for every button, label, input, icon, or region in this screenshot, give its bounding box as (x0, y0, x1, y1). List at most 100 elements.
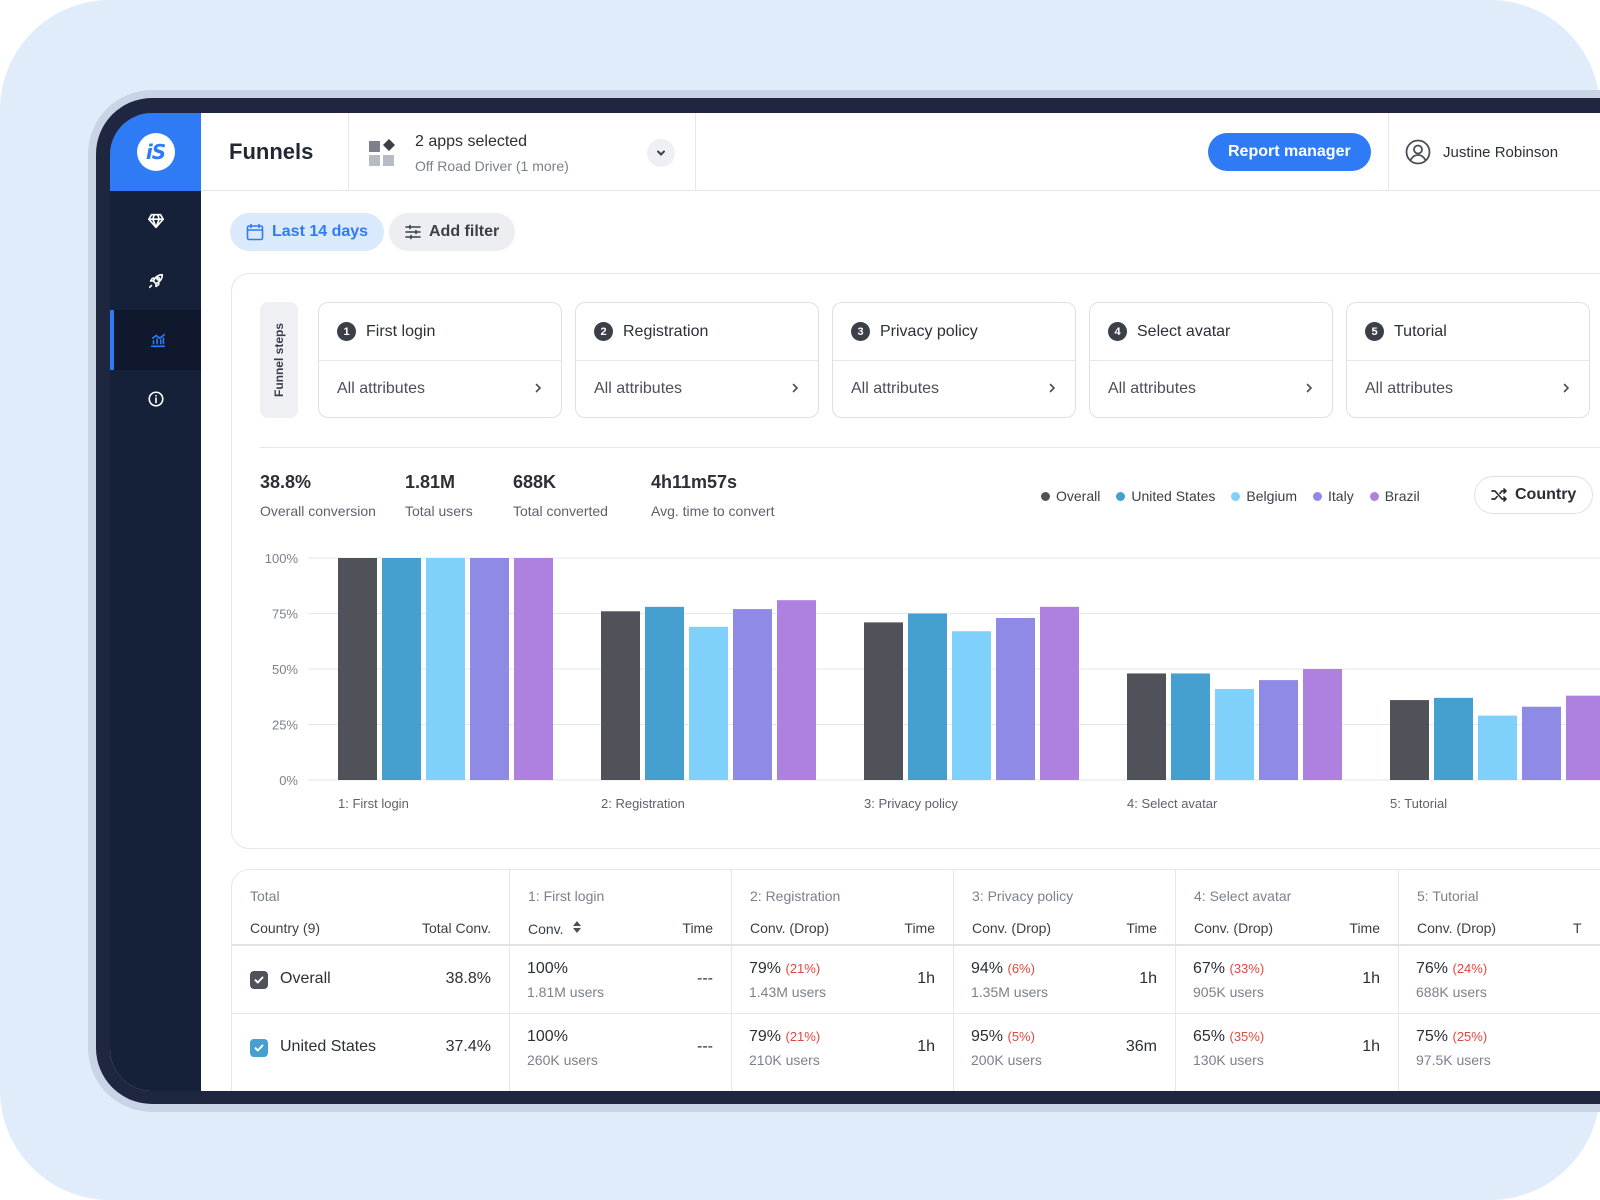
table-column-step: 1: First login Conv. Time (509, 870, 731, 1091)
step-conversion: 95% (5%) (971, 1028, 1035, 1046)
step-users: 97.5K users (1416, 1052, 1491, 1068)
bar[interactable] (1303, 669, 1342, 780)
x-tick-label: 4: Select avatar (1127, 796, 1218, 811)
bar[interactable] (601, 611, 640, 780)
step-users: 130K users (1193, 1052, 1264, 1068)
bar[interactable] (1040, 606, 1079, 780)
bar[interactable] (382, 558, 421, 780)
bar[interactable] (645, 606, 684, 780)
legend-item[interactable]: Italy (1313, 488, 1354, 504)
step-number: 3 (851, 322, 870, 341)
legend-item[interactable]: Overall (1041, 488, 1100, 504)
conv-header[interactable]: Conv. (Drop) (750, 920, 829, 936)
stat-value: 688K (513, 472, 557, 492)
bar[interactable] (1434, 697, 1473, 780)
bar[interactable] (426, 558, 465, 780)
funnel-step-card[interactable]: 1 First login All attributes (318, 302, 562, 418)
conversion-value: 100% (527, 960, 568, 977)
table-column-step: 2: Registration Conv. (Drop) Time (731, 870, 953, 1091)
bar[interactable] (908, 613, 947, 781)
conv-header[interactable]: Conv. (Drop) (1194, 920, 1273, 936)
step-users: 1.81M users (527, 984, 605, 1000)
step-name: Privacy policy (880, 322, 978, 340)
bar[interactable] (1390, 700, 1429, 780)
app-selector[interactable]: 2 apps selected Off Road Driver (1 more) (349, 113, 695, 191)
x-tick-label: 1: First login (338, 796, 409, 811)
user-menu[interactable]: Justine Robinson (1405, 139, 1558, 165)
row-checkbox[interactable] (250, 971, 268, 989)
bar[interactable] (777, 600, 816, 780)
legend-dot (1116, 491, 1126, 501)
stat-label: Total users (405, 503, 473, 519)
step-attributes-selector[interactable]: All attributes (833, 361, 1075, 417)
step-time: 36m (1125, 1038, 1157, 1055)
time-header[interactable]: Time (1349, 920, 1380, 936)
step-users: 1.43M users (749, 984, 827, 1000)
time-header[interactable]: Time (1126, 920, 1157, 936)
bar[interactable] (864, 622, 903, 780)
bar[interactable] (996, 617, 1035, 780)
divider (348, 113, 349, 191)
legend-item[interactable]: United States (1116, 488, 1215, 504)
bar[interactable] (1566, 695, 1600, 780)
step-attributes-selector[interactable]: All attributes (1347, 361, 1589, 417)
time-header[interactable]: Time (904, 920, 935, 936)
country-breakdown-button[interactable]: Country (1474, 476, 1594, 514)
funnel-step-card[interactable]: 5 Tutorial All attributes (1346, 302, 1590, 418)
legend-item[interactable]: Belgium (1231, 488, 1297, 504)
check-icon (254, 976, 264, 984)
bar[interactable] (689, 626, 728, 780)
bar[interactable] (1478, 715, 1517, 780)
step-users: 905K users (1193, 984, 1264, 1000)
stat-block: 688K Total converted (513, 472, 608, 519)
bar[interactable] (1259, 680, 1298, 780)
row-checkbox[interactable] (250, 1039, 268, 1057)
stat-label: Avg. time to convert (651, 503, 775, 519)
sidebar-item-info[interactable] (110, 369, 201, 429)
conv-header[interactable]: Conv. (Drop) (972, 920, 1051, 936)
time-header[interactable]: Time (682, 920, 713, 936)
bar[interactable] (338, 558, 377, 780)
step-attributes-selector[interactable]: All attributes (1090, 361, 1332, 417)
legend-item[interactable]: Brazil (1369, 488, 1420, 504)
sidebar-item-diamond[interactable] (110, 191, 201, 251)
column-group-label: 2: Registration (750, 888, 841, 904)
step-attributes-selector[interactable]: All attributes (319, 361, 561, 417)
bar[interactable] (1127, 673, 1166, 780)
bar[interactable] (1171, 673, 1210, 780)
bar[interactable] (514, 558, 553, 780)
legend-label: Brazil (1384, 488, 1420, 504)
x-tick-label: 3: Privacy policy (864, 796, 958, 811)
conv-header[interactable]: Conv. (528, 920, 582, 937)
funnel-step-card[interactable]: 4 Select avatar All attributes (1089, 302, 1333, 418)
sidebar-item-analytics[interactable] (110, 310, 201, 370)
total-conv-header[interactable]: Total Conv. (422, 920, 491, 936)
time-header[interactable]: T (1573, 920, 1582, 936)
table-column-step: 5: Tutorial Conv. (Drop) T (1398, 870, 1600, 1091)
apps-dropdown-button[interactable] (647, 139, 675, 167)
country-header[interactable]: Country (9) (250, 920, 321, 936)
logo[interactable]: iS (110, 113, 201, 191)
apps-selected-title: 2 apps selected (415, 133, 528, 150)
step-attributes-selector[interactable]: All attributes (576, 361, 818, 417)
add-filter-button[interactable]: Add filter (389, 213, 516, 251)
bar[interactable] (1215, 688, 1254, 780)
bar[interactable] (952, 631, 991, 780)
bar[interactable] (1522, 706, 1561, 780)
bar[interactable] (733, 609, 772, 780)
conv-header[interactable]: Conv. (Drop) (1417, 920, 1496, 936)
funnel-step-card[interactable]: 3 Privacy policy All attributes (832, 302, 1076, 418)
step-name: Tutorial (1394, 322, 1447, 340)
country-name: United States (280, 1038, 377, 1055)
report-manager-button[interactable]: Report manager (1208, 133, 1371, 171)
sidebar-item-rocket[interactable] (110, 251, 201, 311)
sort-icon[interactable] (572, 920, 582, 937)
conversion-value: 67% (1193, 960, 1226, 977)
step-number: 4 (1108, 322, 1127, 341)
step-number: 2 (594, 322, 613, 341)
step-conversion: 100% (527, 960, 568, 978)
legend-dot (1041, 491, 1050, 501)
bar[interactable] (470, 558, 509, 780)
funnel-step-card[interactable]: 2 Registration All attributes (575, 302, 819, 418)
date-range-button[interactable]: Last 14 days (230, 213, 385, 251)
